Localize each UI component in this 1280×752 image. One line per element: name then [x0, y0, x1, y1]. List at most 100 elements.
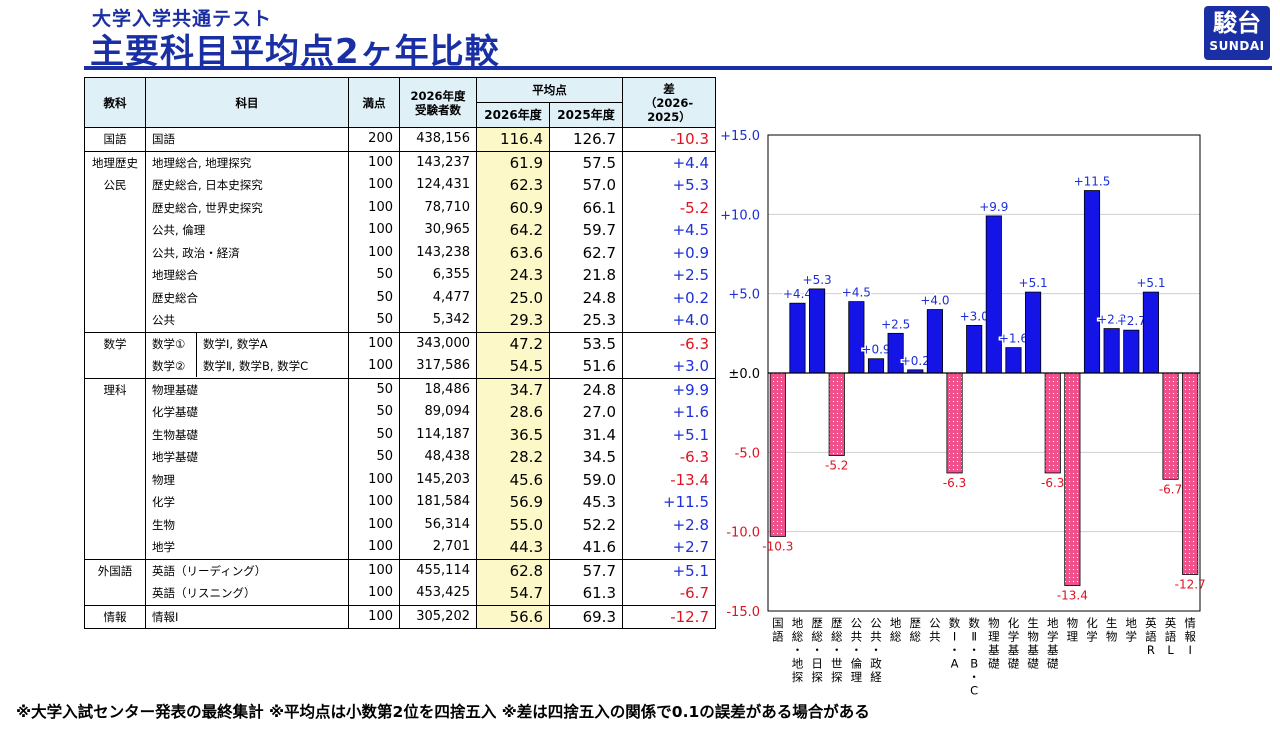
x-tick-char: 公: [929, 616, 941, 630]
cell-avg-2025: 59.0: [549, 468, 623, 491]
cell-diff: +5.3: [622, 174, 716, 197]
cell-avg-2026: 28.6: [476, 401, 550, 424]
x-tick-char: 語: [1165, 630, 1177, 644]
x-tick-label: 公共: [929, 616, 941, 644]
cell-subject-name: 英語（リーディング）: [152, 563, 267, 578]
cell-diff: +2.7: [622, 536, 716, 559]
x-tick-char: 英: [1165, 616, 1177, 630]
y-tick-label: -15.0: [726, 605, 760, 620]
data-label: +0.9: [861, 343, 890, 357]
cell-subject: 化学基礎: [145, 401, 349, 424]
cell-max: 50: [348, 309, 400, 332]
cell-avg-2026: 116.4: [476, 127, 550, 151]
cell-diff: -6.3: [622, 331, 716, 355]
x-tick-char: 理: [988, 630, 1000, 644]
x-tick-char: 探: [811, 670, 823, 684]
bar: [1103, 328, 1120, 374]
x-tick-label: 生物: [1106, 616, 1118, 644]
cell-subject-name: 化学: [152, 495, 175, 510]
cell-subject: 英語（リーディング）: [145, 558, 349, 582]
cell-avg-2026: 25.0: [476, 286, 550, 309]
x-tick-char: L: [1167, 643, 1174, 657]
cell-count: 18,486: [399, 377, 477, 401]
data-label: -6.7: [1159, 482, 1182, 496]
cell-max: 200: [348, 127, 400, 151]
x-tick-char: 理: [851, 670, 863, 684]
x-tick-char: Ⅰ: [953, 630, 956, 644]
bar: [1005, 347, 1022, 374]
cell-subject-name: 地理総合, 地理探究: [152, 155, 252, 170]
cell-max: 100: [348, 355, 400, 378]
x-tick-label: 歴総: [910, 616, 922, 644]
data-label: -13.4: [1057, 589, 1088, 603]
cell-subject: 情報Ⅰ: [145, 604, 349, 629]
x-tick-char: 地: [890, 616, 902, 630]
cell-max: 50: [348, 401, 400, 424]
cell-avg-2026: 56.9: [476, 491, 550, 514]
table-row: 英語（リスニング） 100 453,425 54.7 61.3 -6.7: [84, 582, 716, 605]
table-row: 公共, 倫理 100 30,965 64.2 59.7 +4.5: [84, 219, 716, 242]
cell-subject-name: 公共, 政治・経済: [152, 245, 240, 260]
cell-avg-2026: 24.3: [476, 264, 550, 287]
cell-subject-name: 公共, 倫理: [152, 223, 206, 238]
sundai-logo: 駿台 SUNDAI: [1204, 6, 1270, 60]
table-row: 公共 50 5,342 29.3 25.3 +4.0: [84, 309, 716, 332]
cell-subject: 化学: [145, 491, 349, 514]
cell-count: 453,425: [399, 582, 477, 605]
y-tick-label: +5.0: [728, 288, 760, 303]
table-row: 生物基礎 50 114,187 36.5 31.4 +5.1: [84, 423, 716, 446]
data-label: -6.3: [943, 476, 966, 490]
x-tick-label: 地総・地探: [792, 616, 804, 684]
cell-subject: 物理: [145, 468, 349, 491]
cell-avg-2025: 126.7: [549, 127, 623, 151]
table-row: 歴史総合 50 4,477 25.0 24.8 +0.2: [84, 286, 716, 309]
x-tick-char: ・: [792, 643, 804, 657]
score-table: 教科 科目 満点 2026年度 受験者数 平均点 差 （2026- 2025） …: [84, 77, 716, 629]
cell-subject: 地学基礎: [145, 446, 349, 469]
x-tick-char: 共: [870, 630, 882, 644]
cell-subject: 公共: [145, 309, 349, 332]
data-label: -12.7: [1175, 578, 1206, 592]
y-tick-label: ±0.0: [728, 367, 760, 382]
cell-count: 114,187: [399, 423, 477, 446]
cell-avg-2025: 41.6: [549, 536, 623, 559]
cell-subject: 国語: [145, 127, 349, 151]
header-manten: 満点: [348, 77, 400, 128]
cell-avg-2026: 55.0: [476, 513, 550, 536]
bar: [1123, 329, 1140, 374]
data-label: +5.1: [1019, 276, 1048, 290]
cell-avg-2025: 66.1: [549, 196, 623, 219]
cell-avg-2026: 34.7: [476, 377, 550, 401]
bar: [1044, 372, 1061, 474]
cell-subject-name: 物理基礎: [152, 382, 198, 397]
x-tick-char: 物: [1067, 616, 1079, 630]
cell-count: 455,114: [399, 558, 477, 582]
bar: [1064, 372, 1081, 587]
cell-subject: 公共, 倫理: [145, 219, 349, 242]
header-avg-2025: 2025年度: [549, 102, 623, 128]
x-tick-label: 英語L: [1165, 616, 1177, 657]
table-row: 公共, 政治・経済 100 143,238 63.6 62.7 +0.9: [84, 241, 716, 264]
logo-sub: SUNDAI: [1209, 39, 1265, 53]
x-tick-char: 歴: [910, 616, 922, 630]
cell-subject: 生物基礎: [145, 423, 349, 446]
cell-avg-2026: 64.2: [476, 219, 550, 242]
data-label: +2.7: [1117, 314, 1146, 328]
x-tick-char: 地: [1126, 616, 1138, 630]
cell-subject-name: 地学: [152, 540, 175, 555]
x-tick-char: 物: [1027, 630, 1039, 644]
y-tick-label: -5.0: [735, 446, 760, 461]
x-tick-char: 学: [1047, 630, 1059, 644]
table-row: 公民 歴史総合, 日本史探究 100 124,431 62.3 57.0 +5.3: [84, 174, 716, 197]
x-tick-char: 歴: [811, 616, 823, 630]
bar: [966, 324, 983, 374]
x-tick-char: Ⅰ: [1188, 643, 1191, 657]
bar: [789, 302, 806, 374]
x-tick-char: 公: [851, 616, 863, 630]
x-tick-char: ・: [949, 643, 961, 657]
cell-diff: +3.0: [622, 355, 716, 378]
data-label: +9.9: [979, 200, 1008, 214]
header-avg-2026: 2026年度: [476, 102, 550, 128]
cell-count: 145,203: [399, 468, 477, 491]
x-tick-char: 総: [890, 630, 902, 644]
